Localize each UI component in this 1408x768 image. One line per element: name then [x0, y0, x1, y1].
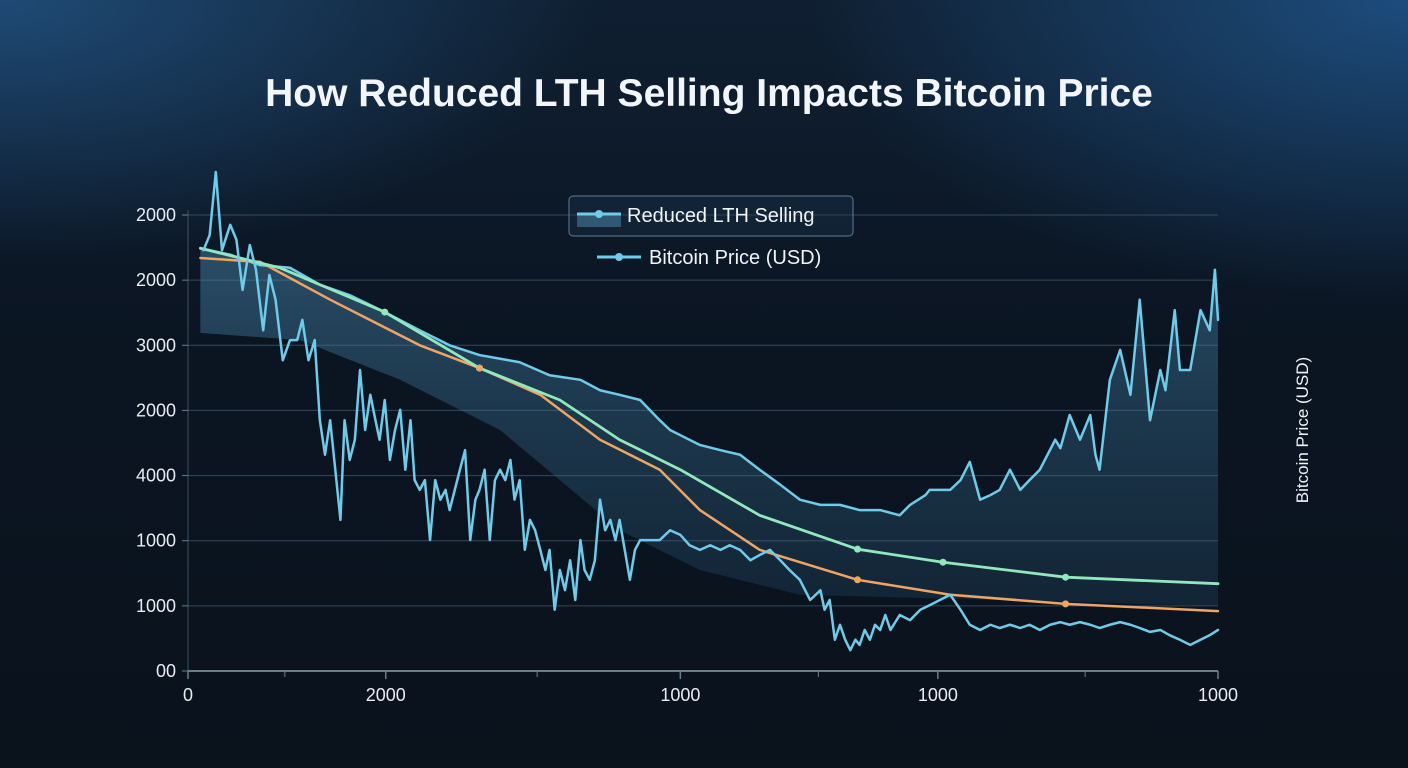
y-tick-label: 4000 [136, 466, 176, 486]
legend-marker [595, 210, 603, 218]
legend: Reduced LTH Selling Bitcoin Price (USD) [568, 195, 854, 269]
y-tick-label: 1000 [136, 531, 176, 551]
reduced-lth-selling-area [200, 248, 1219, 606]
y-tick-label: 2000 [136, 270, 176, 290]
green-trend-marker [939, 558, 947, 566]
y-axis-ticks: 00 1000 1000 4000 2000 3000 2000 2000 [136, 205, 188, 681]
green-trend-marker [1062, 573, 1070, 581]
series-layer [198, 170, 1220, 652]
orange-trend-line [199, 256, 1220, 613]
y-tick-label: 2000 [136, 400, 176, 420]
legend-label: Bitcoin Price (USD) [649, 247, 821, 269]
reduced-lth-selling-line [199, 246, 1220, 517]
y-tick-label: 2000 [136, 205, 176, 225]
y-tick-label: 3000 [136, 335, 176, 355]
x-tick-label: 2000 [366, 685, 406, 705]
green-trend-line [198, 246, 1220, 586]
orange-trend-marker [1062, 600, 1070, 608]
y-axis-label: Bitcoin Price (USD) [1293, 357, 1312, 503]
y-tick-label: 1000 [136, 596, 176, 616]
chart-title: How Reduced LTH Selling Impacts Bitcoin … [265, 72, 1153, 115]
x-tick-label: 1000 [1198, 685, 1238, 705]
x-tick-label: 0 [183, 685, 193, 705]
legend-label: Reduced LTH Selling [627, 205, 815, 227]
legend-box [568, 195, 854, 237]
legend-area-swatch [577, 213, 621, 227]
green-trend-marker [381, 308, 389, 316]
legend-marker [615, 253, 623, 261]
orange-trend-marker [854, 576, 861, 584]
green-trend-marker [854, 545, 861, 553]
x-tick-label: 1000 [660, 685, 700, 705]
legend-item-reduced-lth-selling: Reduced LTH Selling [577, 205, 815, 227]
x-tick-label: 1000 [918, 685, 958, 705]
y-tick-label: 00 [156, 661, 176, 681]
x-axis-ticks: 0 2000 1000 1000 1000 [183, 670, 1238, 705]
bitcoin-price-line [202, 170, 1220, 652]
orange-trend-marker [475, 364, 483, 372]
legend-item-bitcoin-price: Bitcoin Price (USD) [597, 247, 821, 269]
